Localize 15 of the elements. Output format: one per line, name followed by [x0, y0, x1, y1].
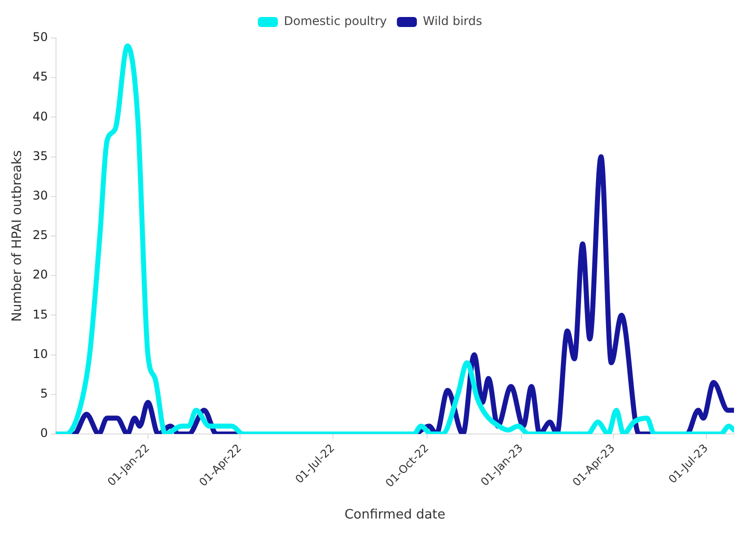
y-tick-label: 25: [32, 228, 48, 242]
y-tick-label: 30: [32, 188, 48, 203]
y-tick-label: 50: [32, 30, 48, 44]
y-tick-label: 20: [32, 268, 48, 282]
legend-label: Domestic poultry: [284, 14, 387, 28]
y-tick-label: 0: [40, 426, 48, 440]
y-tick-label: 10: [32, 346, 48, 361]
y-tick-label: 35: [32, 148, 48, 163]
y-tick-label: 45: [32, 70, 48, 84]
y-tick-label: 40: [32, 109, 48, 124]
x-axis-title: Confirmed date: [344, 508, 446, 523]
y-tick-label: 15: [32, 307, 48, 322]
y-axis-title: Number of HPAI outbreaks: [10, 150, 26, 322]
legend-label: Wild birds: [422, 14, 482, 28]
y-tick-label: 5: [40, 386, 48, 401]
